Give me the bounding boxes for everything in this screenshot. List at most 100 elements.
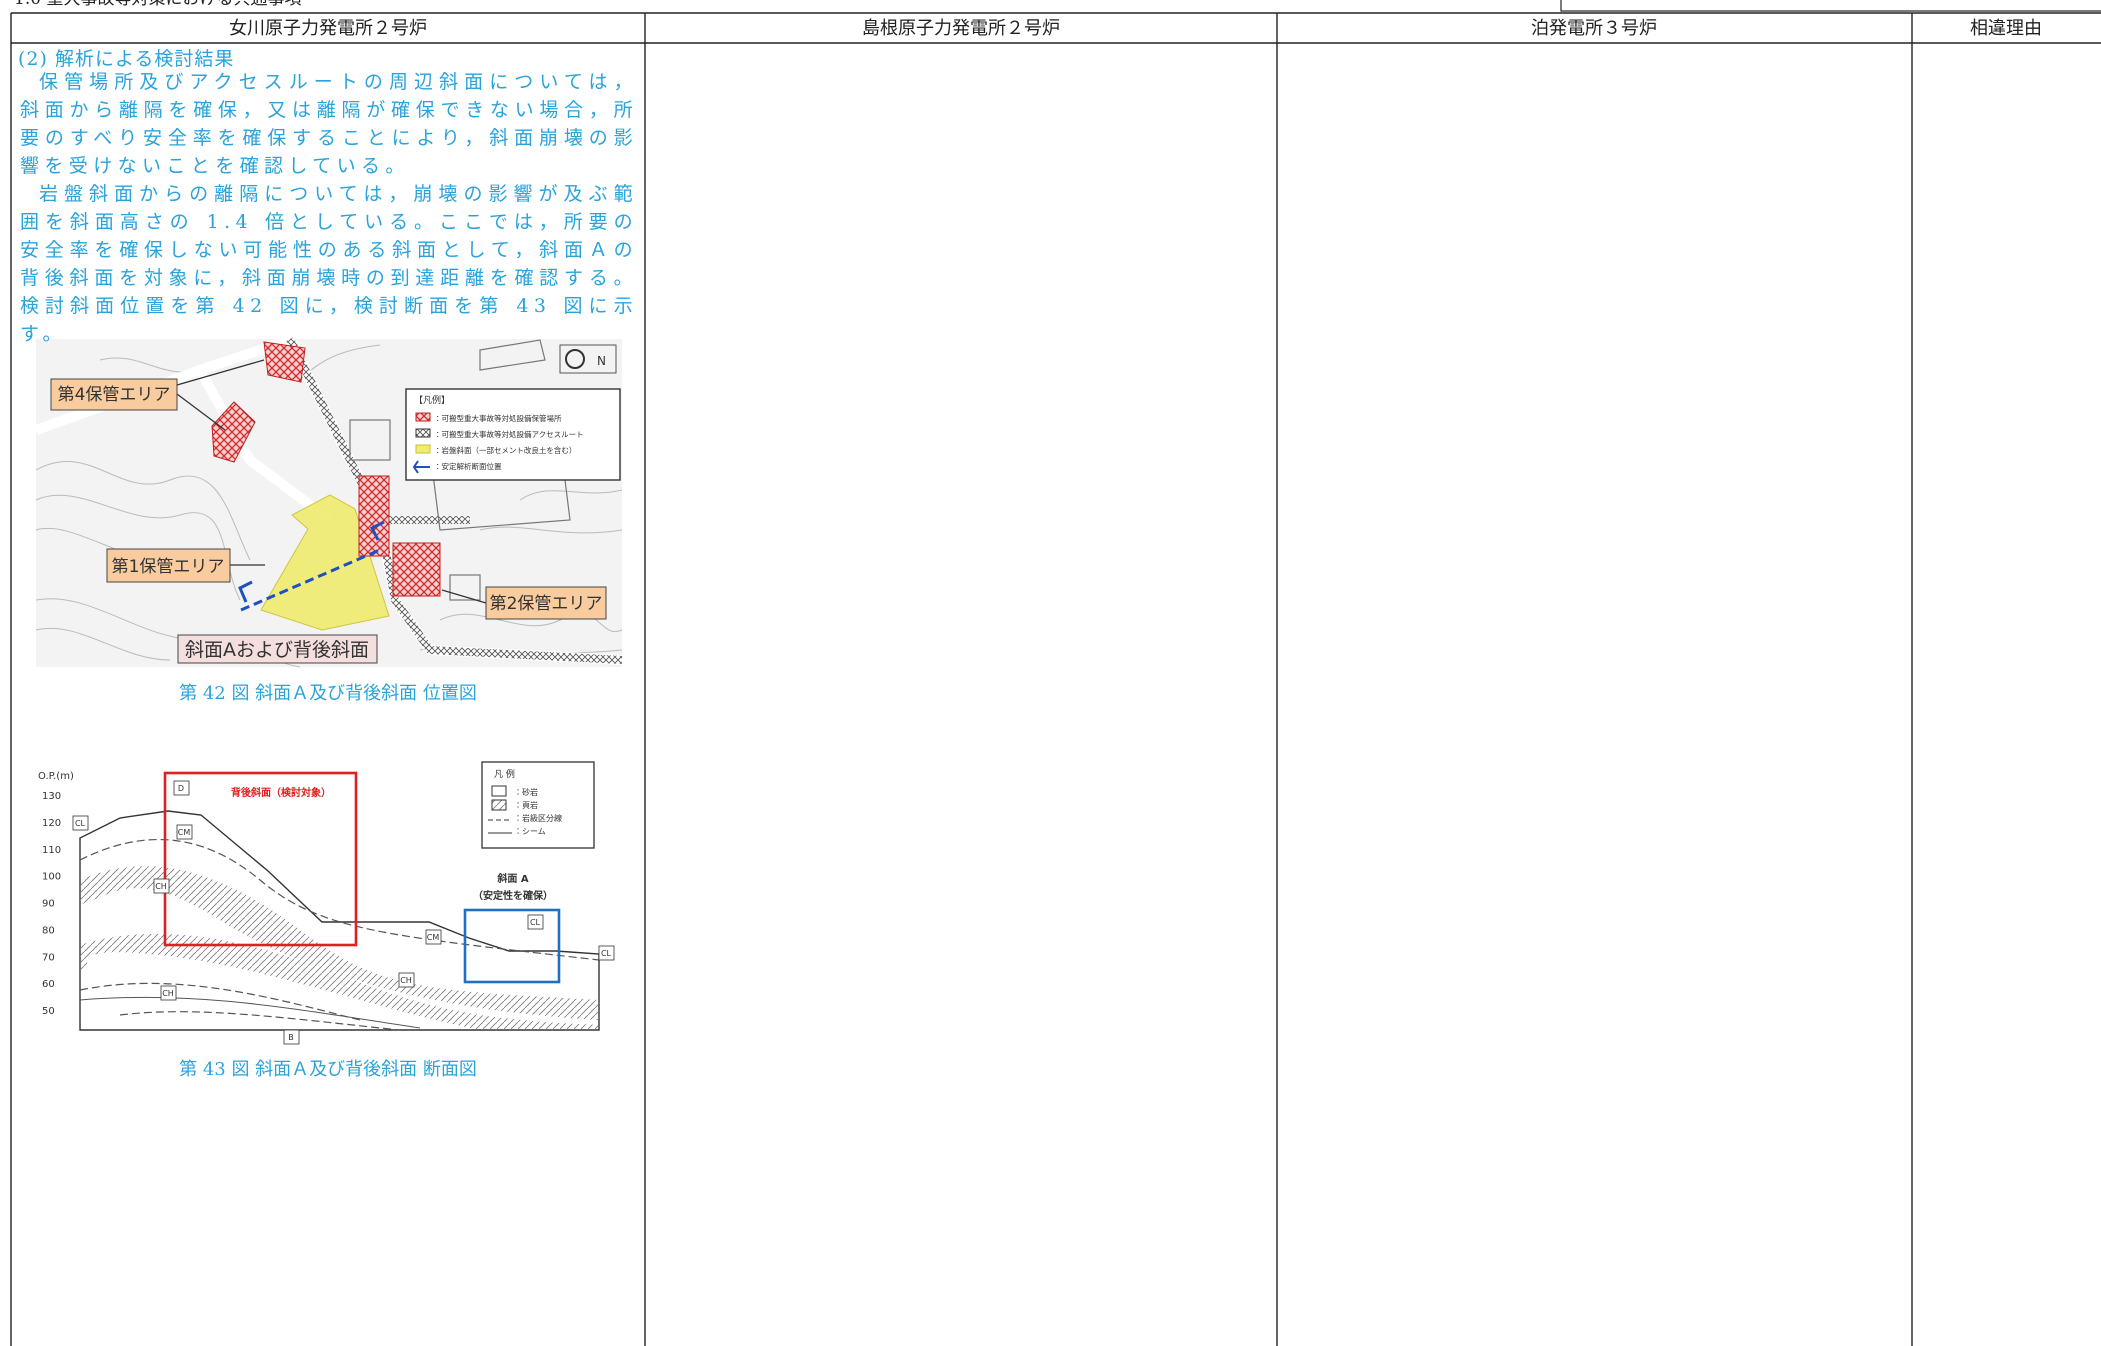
graphic (35, 460, 251, 561)
graphic (119, 1011, 401, 1031)
legend-item: ：砂岩 (514, 787, 538, 797)
graphic (349, 419, 391, 461)
graphic (176, 359, 265, 386)
legend-swatch (415, 412, 431, 422)
legend-title: 【凡例】 (414, 394, 450, 406)
header-row: 女川原子力発電所２号炉 島根原子力発電所２号炉 泊発電所３号炉 相違理由 (229, 18, 2042, 39)
area-label: 第1保管エリア (112, 557, 225, 577)
rock-label-box (173, 780, 190, 796)
slope-a-label: 斜面 A (496, 872, 528, 885)
legend-item: ：岩盤斜面（一部セメント改良土を含む） (434, 445, 576, 455)
rock-label: B (288, 1033, 294, 1042)
graphic (79, 982, 361, 1021)
legend-swatch (415, 428, 431, 438)
rock-label: D (178, 784, 184, 793)
rock-label-box (598, 945, 615, 961)
target-box (163, 771, 358, 947)
axis-tick-label: 80 (42, 925, 55, 936)
rock-label: CL (530, 918, 541, 927)
axis-tick-label: 110 (42, 845, 61, 856)
rock-label-box (425, 929, 442, 945)
graphic (79, 839, 600, 961)
rock-label-box (72, 815, 89, 831)
slope-a-note: （安定性を確保） (473, 889, 553, 902)
rock-label-box (160, 985, 177, 1001)
graphic (286, 337, 623, 664)
graphic (449, 574, 481, 601)
figure-caption: 第 43 図 斜面Ａ及び背後斜面 断面図 (179, 1059, 477, 1080)
axis-tick-label: 100 (42, 872, 61, 883)
section-line (240, 547, 383, 612)
axis-tick-label: 70 (42, 952, 55, 963)
axis-tick-label: 90 (42, 899, 55, 910)
rock-label: CH (155, 882, 167, 891)
rock-label: CL (75, 819, 86, 828)
shale-layer (80, 933, 599, 1030)
rock-class-lines (79, 839, 600, 1031)
column-header: 泊発電所３号炉 (1531, 18, 1657, 39)
section-title: 1.0 重大事故等対策における共通事項 (14, 0, 301, 9)
legend-item: ：シーム (514, 827, 546, 836)
graphic (35, 628, 171, 661)
label-box (50, 378, 178, 411)
storage-area (358, 475, 390, 557)
rock-label-box (527, 914, 544, 930)
graphic (195, 367, 333, 524)
area-label: 第2保管エリア (490, 594, 603, 614)
rock-label: CH (400, 976, 412, 985)
body-text: 保管場所及びアクセスルートの周辺斜面については，斜面から離隔を確保，又は離隔が確… (20, 68, 638, 348)
graphic (441, 589, 487, 604)
legend-item: ：可搬型重大事故等対処設備アクセスルート (434, 429, 584, 439)
rock-slope (260, 494, 390, 631)
slope-label: 斜面Aおよび背後斜面 (185, 639, 369, 661)
area-label: 第4保管エリア (58, 385, 171, 405)
axis-tick-label: 130 (42, 791, 61, 802)
paragraph: 保管場所及びアクセスルートの周辺斜面については，斜面から離隔を確保，又は離隔が確… (20, 71, 638, 177)
axis-tick-label: 120 (42, 818, 61, 829)
rock-label-box (153, 878, 170, 894)
access-routes (286, 337, 623, 664)
legend-item: ：頁岩 (514, 800, 538, 810)
storage-area (263, 341, 306, 383)
axis-tick-label: 50 (42, 1006, 55, 1017)
column-header: 女川原子力発電所２号炉 (229, 18, 427, 39)
legend-swatch (415, 444, 431, 454)
slope-a-box (463, 908, 561, 984)
axis-label: O.P.(m) (38, 771, 74, 782)
north-box (559, 344, 617, 374)
north-arrow (565, 349, 585, 369)
seam (79, 996, 421, 1029)
legend-swatch (491, 799, 507, 811)
rock-label-box (176, 824, 193, 840)
legend-item: ：安定解析断面位置 (434, 461, 502, 471)
figure-caption: 第 42 図 斜面Ａ及び背後斜面 位置図 (179, 683, 477, 704)
graphic (479, 339, 546, 371)
label-box (485, 586, 607, 620)
legend-swatch (491, 785, 507, 797)
stamp-box (1560, 0, 2101, 12)
north-label: N (597, 354, 606, 368)
rock-label: CM (178, 828, 191, 837)
figure-43: O.P.(m) 130 120 110 100 90 80 70 60 50 背後斜面（検討対象） 斜… (38, 761, 615, 1045)
rock-label: CH (162, 989, 174, 998)
graphic (479, 526, 623, 534)
rock-label-box (283, 1029, 300, 1045)
label-box (106, 548, 231, 583)
storage-area (211, 401, 256, 463)
section-arrows (238, 520, 385, 603)
graphic (439, 613, 623, 633)
axis-tick-label: 60 (42, 979, 55, 990)
leaders (176, 359, 487, 604)
storage-area (392, 542, 441, 597)
legend-box (405, 388, 621, 481)
legend-item: ：岩級区分線 (514, 813, 562, 823)
legend-title: 凡 例 (494, 768, 515, 780)
column-header: 相違理由 (1970, 18, 2042, 39)
target-label: 背後斜面（検討対象） (231, 786, 331, 799)
label-box (177, 634, 378, 664)
column-header: 島根原子力発電所２号炉 (862, 18, 1060, 39)
